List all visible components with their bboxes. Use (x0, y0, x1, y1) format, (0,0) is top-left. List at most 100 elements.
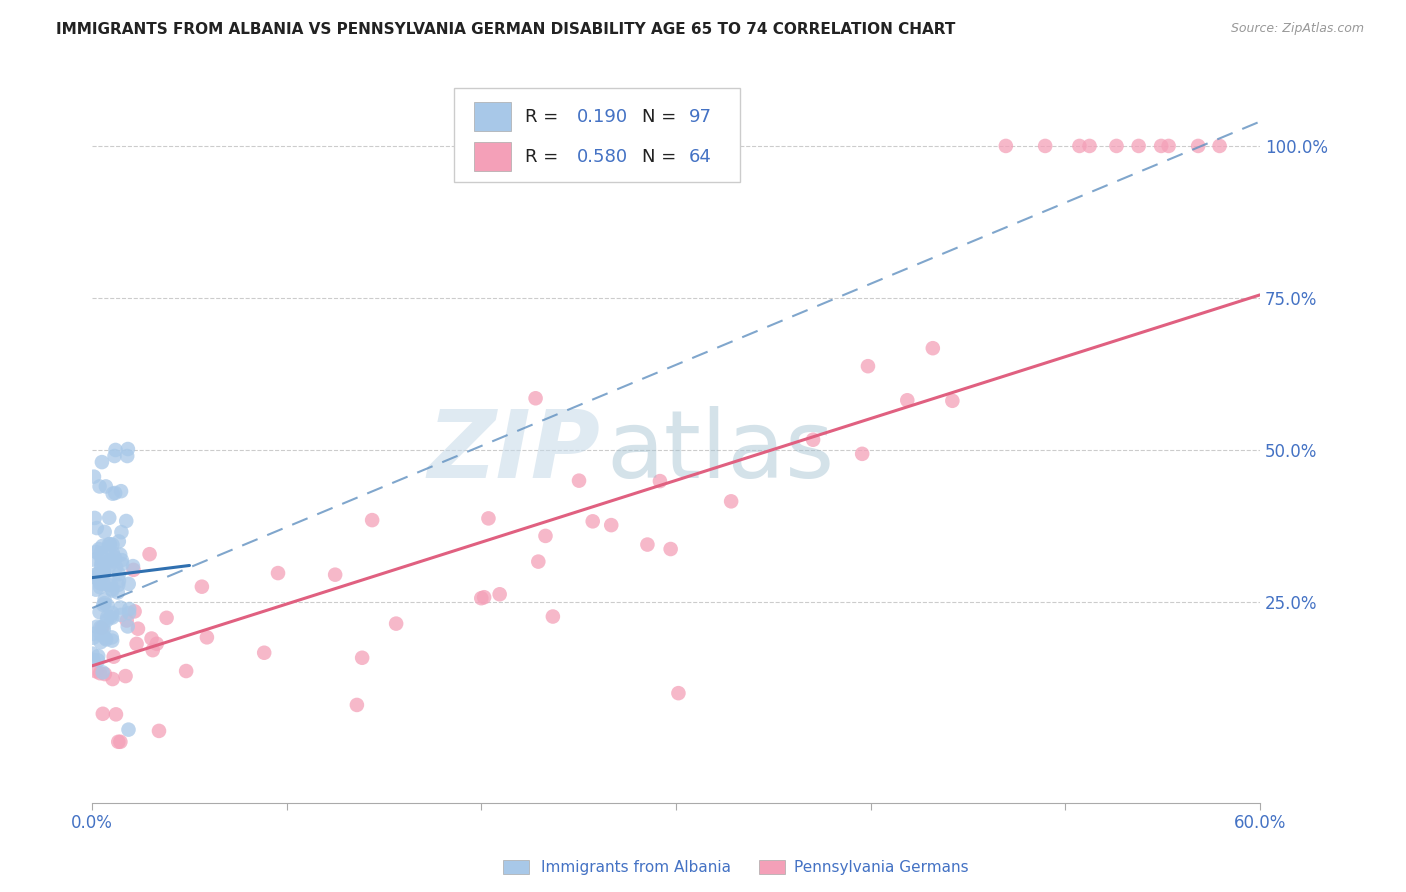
Point (107, 578, 129, 592)
Point (125, 637, 148, 651)
Point (110, 484, 132, 499)
Point (921, 341, 943, 355)
Point (534, 529, 557, 543)
Point (104, 707, 127, 722)
Point (94, 479, 117, 493)
Text: atlas: atlas (606, 407, 834, 499)
Point (118, 602, 141, 616)
Point (89, 580, 111, 594)
Point (84, 582, 107, 597)
Text: N =: N = (643, 108, 682, 126)
Point (361, 513, 384, 527)
Point (117, 442, 139, 456)
Point (93, 564, 115, 578)
Point (104, 550, 127, 565)
Point (100, 552, 122, 566)
Point (1128, 139, 1150, 153)
Point (145, 637, 167, 651)
FancyBboxPatch shape (474, 103, 512, 131)
Point (101, 633, 124, 648)
Point (108, 567, 131, 582)
Point (90, 635, 112, 649)
Point (91, 619, 114, 633)
Point (90, 557, 112, 571)
Point (111, 553, 134, 567)
Point (1208, 139, 1230, 153)
Point (86, 570, 108, 584)
Text: R =: R = (526, 108, 564, 126)
Point (636, 537, 658, 551)
Point (118, 577, 141, 591)
Point (1069, 139, 1091, 153)
Point (142, 643, 165, 657)
Text: R =: R = (526, 148, 564, 166)
Point (323, 567, 346, 582)
Point (89, 479, 111, 493)
Point (96, 632, 118, 647)
Text: 64: 64 (689, 148, 711, 166)
Point (107, 585, 129, 599)
Point (90, 570, 112, 584)
Point (86, 620, 108, 634)
Point (108, 534, 131, 549)
Point (488, 587, 510, 601)
Text: ZIP: ZIP (427, 407, 600, 499)
Point (100, 577, 122, 591)
Text: 0.190: 0.190 (576, 108, 628, 126)
Point (105, 560, 128, 574)
Point (801, 433, 824, 447)
Point (93, 576, 115, 591)
Point (91, 706, 114, 721)
Point (89, 666, 111, 681)
Point (94, 667, 117, 681)
Point (89, 576, 111, 591)
Point (600, 518, 623, 533)
Point (117, 619, 139, 633)
Point (90, 560, 112, 574)
Point (118, 606, 141, 620)
Point (101, 546, 124, 560)
Point (101, 554, 124, 568)
Point (267, 566, 290, 580)
Point (470, 591, 492, 606)
Point (110, 525, 132, 540)
Point (101, 606, 124, 620)
Point (96, 613, 118, 627)
Point (91, 554, 114, 568)
Point (124, 604, 146, 618)
Point (87, 648, 110, 663)
Text: N =: N = (643, 148, 682, 166)
Point (896, 393, 918, 408)
Text: IMMIGRANTS FROM ALBANIA VS PENNSYLVANIA GERMAN DISABILITY AGE 65 TO 74 CORRELATI: IMMIGRANTS FROM ALBANIA VS PENNSYLVANIA … (56, 22, 956, 37)
Point (659, 542, 682, 557)
Point (101, 583, 124, 598)
Point (96, 610, 118, 624)
Point (856, 359, 879, 374)
Point (352, 650, 374, 665)
Point (83, 469, 105, 483)
Point (1157, 139, 1180, 153)
Point (83, 511, 105, 525)
Point (582, 514, 605, 528)
Text: Pennsylvania Germans: Pennsylvania Germans (794, 860, 969, 874)
Point (101, 610, 124, 624)
Point (110, 735, 132, 749)
Point (1187, 139, 1209, 153)
Point (104, 442, 127, 457)
Point (668, 686, 690, 700)
Point (90, 550, 112, 565)
Point (115, 514, 138, 528)
Point (93, 567, 115, 582)
Point (1078, 139, 1101, 153)
Point (90, 455, 112, 469)
Point (108, 574, 131, 588)
Point (84, 567, 107, 582)
Text: 97: 97 (689, 108, 711, 126)
Point (127, 622, 149, 636)
Point (148, 723, 170, 738)
Point (87, 566, 110, 581)
Point (104, 486, 127, 500)
Point (91, 598, 114, 612)
Point (103, 449, 125, 463)
Point (568, 474, 591, 488)
